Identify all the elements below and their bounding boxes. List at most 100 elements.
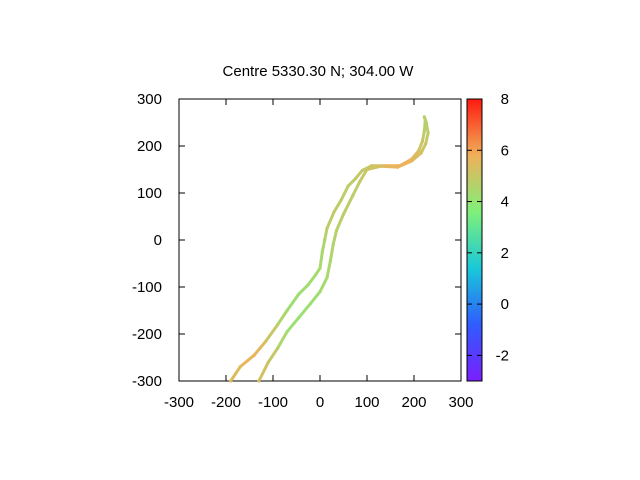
colorbar-tick-label: 8	[501, 91, 509, 108]
data-point	[318, 266, 322, 270]
series-segment	[257, 360, 270, 383]
series-segment	[424, 131, 430, 146]
series-segment	[238, 353, 256, 369]
series-segment	[410, 149, 421, 161]
colorbar: -2 0 2 4 6 8	[466, 91, 509, 382]
series-segment	[424, 121, 430, 135]
data-point	[426, 131, 430, 135]
series-segment	[297, 301, 313, 320]
series-segment	[318, 276, 329, 294]
series-segment	[318, 250, 324, 270]
series-segment	[379, 164, 400, 169]
data-point	[285, 308, 289, 313]
series-segment	[396, 159, 414, 169]
y-tick-label: -100	[132, 279, 162, 296]
plot-frame	[178, 98, 462, 382]
data-point	[332, 210, 336, 214]
data-point	[424, 142, 428, 146]
data-point	[339, 198, 343, 202]
series-segment	[358, 168, 369, 183]
data-point	[395, 165, 400, 169]
series-1	[229, 118, 427, 383]
plot-area: -300 -200 -100 0 100 200 300 -300 -200 -100 0 100 20…	[132, 91, 474, 411]
data-point	[420, 139, 425, 143]
data-point	[325, 276, 329, 280]
data-point	[276, 346, 280, 350]
series-segment	[325, 210, 336, 230]
series-segment	[328, 243, 335, 263]
series-segment	[332, 198, 343, 214]
data-point	[320, 250, 324, 254]
data-point	[323, 238, 327, 242]
data-point	[266, 360, 270, 364]
x-tick-label: 300	[448, 394, 473, 411]
data-point	[422, 129, 426, 133]
series-segment	[309, 290, 322, 305]
data-point	[313, 273, 317, 277]
y-tick-label: 0	[154, 232, 162, 249]
data-point	[410, 159, 414, 163]
data-point	[341, 212, 346, 216]
data-point	[346, 184, 350, 188]
data-point	[358, 179, 362, 183]
series-segment	[410, 151, 423, 163]
data-point	[264, 339, 268, 343]
series-segment	[320, 238, 327, 254]
x-tick-label: 100	[354, 394, 379, 411]
series-segment	[353, 168, 364, 181]
colorbar-tick-label: 6	[501, 142, 509, 159]
series-segment	[306, 273, 317, 287]
series-segment	[419, 142, 428, 155]
data-point	[419, 151, 423, 155]
series-layer	[229, 115, 430, 383]
colorbar-tick-label: 2	[501, 245, 509, 262]
data-point	[325, 226, 329, 230]
series-segment	[334, 212, 345, 233]
data-point	[285, 330, 289, 334]
series-segment	[351, 179, 362, 197]
data-point	[334, 229, 339, 233]
series-2	[257, 115, 430, 383]
series-segment	[276, 309, 289, 327]
x-tick-label: -100	[258, 394, 288, 411]
data-point	[229, 379, 233, 383]
data-point	[306, 283, 310, 287]
series-segment	[264, 323, 280, 343]
series-segment	[420, 129, 426, 143]
colorbar-gradient	[466, 98, 483, 382]
y-tick-label: 200	[137, 138, 162, 155]
data-point	[379, 164, 383, 168]
data-point	[422, 115, 426, 119]
series-segment	[285, 316, 301, 334]
x-tick-label: -300	[164, 394, 194, 411]
data-point	[360, 168, 364, 173]
chart-title: Centre 5330.30 N; 304.00 W	[223, 63, 415, 80]
y-tick-label: 100	[137, 185, 162, 202]
data-point	[276, 323, 280, 327]
data-point	[331, 243, 335, 247]
data-point	[309, 301, 313, 306]
x-tick-label: 0	[316, 394, 324, 411]
series-segment	[285, 292, 301, 312]
series-segment	[229, 365, 242, 383]
data-point	[365, 167, 369, 172]
colorbar-tick-label: 4	[501, 194, 509, 211]
colorbar-tick-label: 0	[501, 296, 509, 313]
series-segment	[297, 283, 310, 296]
x-tick-label: 200	[401, 394, 426, 411]
data-point	[370, 164, 374, 168]
data-point	[424, 120, 428, 125]
colorbar-tick-label: -2	[496, 347, 509, 364]
data-point	[257, 379, 261, 383]
data-point	[238, 365, 242, 369]
x-tick-label: -200	[211, 394, 241, 411]
series-segment	[346, 177, 357, 188]
series-segment	[252, 339, 268, 357]
series-segment	[339, 184, 350, 202]
data-point	[351, 193, 355, 197]
series-segment	[323, 226, 329, 242]
series-segment	[331, 229, 338, 247]
data-point	[297, 292, 301, 296]
series-segment	[342, 193, 355, 216]
